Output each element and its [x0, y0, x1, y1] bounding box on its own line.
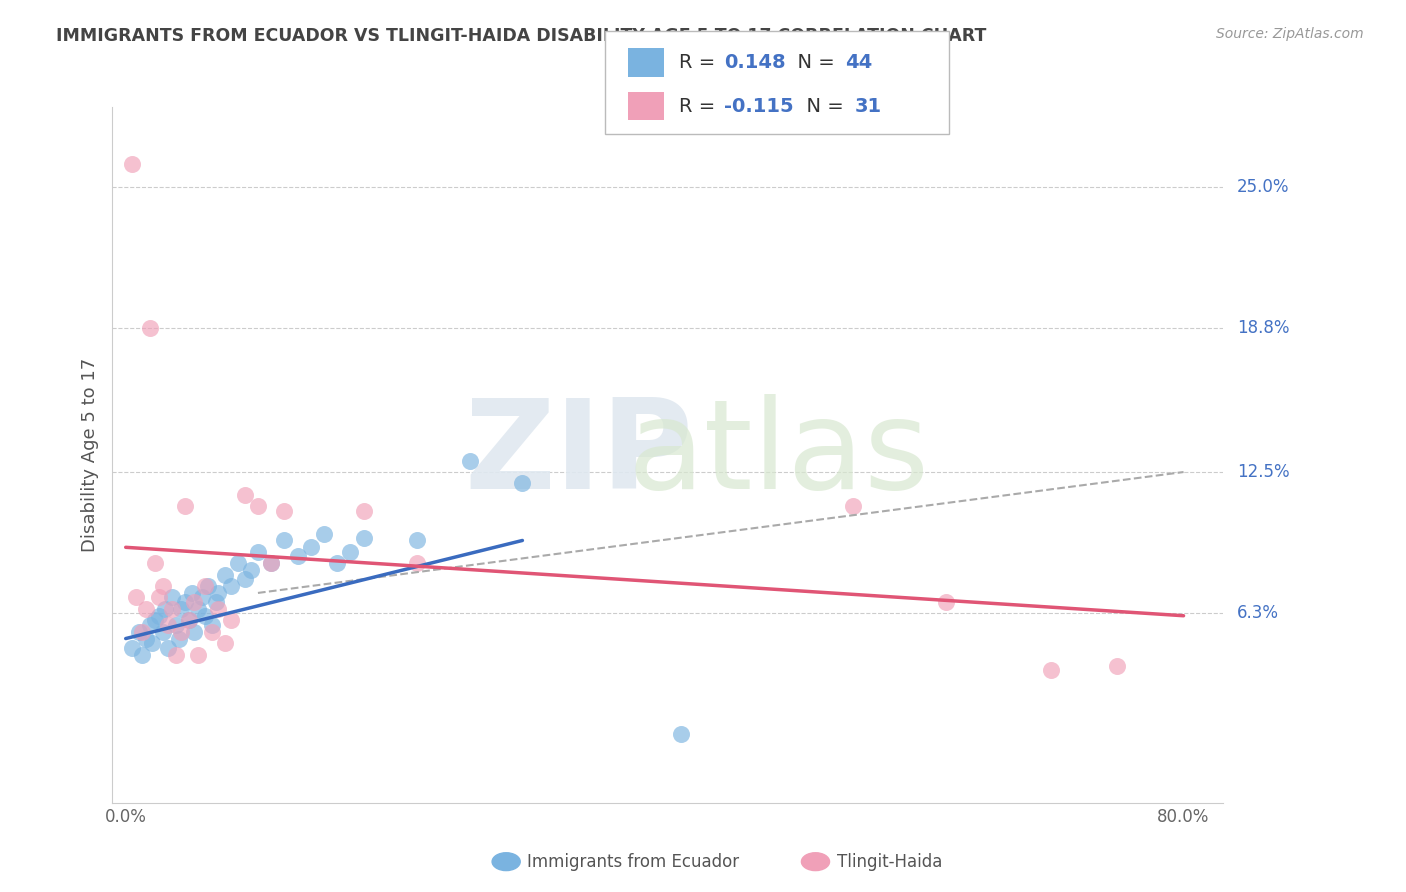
Y-axis label: Disability Age 5 to 17: Disability Age 5 to 17	[80, 358, 98, 552]
Point	[187, 648, 209, 662]
Text: Tlingit-Haida: Tlingit-Haida	[837, 853, 942, 871]
Point	[138, 618, 160, 632]
Text: N =: N =	[785, 53, 841, 72]
Text: -0.115: -0.115	[724, 96, 794, 116]
Text: IMMIGRANTS FROM ECUADOR VS TLINGIT-HAIDA DISABILITY AGE 5 TO 17 CORRELATION CHAR: IMMIGRANTS FROM ECUADOR VS TLINGIT-HAIDA…	[56, 27, 987, 45]
Text: Immigrants from Ecuador: Immigrants from Ecuador	[527, 853, 740, 871]
Point	[121, 157, 143, 171]
Text: 31: 31	[855, 96, 882, 116]
Point	[273, 504, 295, 518]
Point	[131, 648, 153, 662]
Point	[669, 727, 692, 741]
Point	[157, 640, 180, 655]
Point	[405, 533, 427, 548]
Text: 0.148: 0.148	[724, 53, 786, 72]
Point	[135, 632, 157, 646]
Text: 18.8%: 18.8%	[1237, 319, 1289, 337]
Point	[152, 624, 174, 639]
Point	[214, 567, 236, 582]
Point	[246, 500, 269, 514]
Point	[339, 545, 361, 559]
Point	[167, 632, 190, 646]
Point	[353, 531, 375, 545]
Point	[842, 500, 865, 514]
Point	[260, 556, 283, 570]
Point	[1040, 664, 1063, 678]
Text: ZIP: ZIP	[464, 394, 693, 516]
Text: 6.3%: 6.3%	[1237, 605, 1279, 623]
Point	[207, 602, 229, 616]
Point	[353, 504, 375, 518]
Point	[183, 624, 205, 639]
Text: R =: R =	[679, 53, 721, 72]
Text: N =: N =	[794, 96, 851, 116]
Point	[187, 602, 209, 616]
Point	[204, 595, 226, 609]
Point	[148, 608, 170, 623]
Point	[121, 640, 143, 655]
Point	[138, 321, 160, 335]
Point	[201, 624, 224, 639]
Point	[221, 613, 243, 627]
Point	[152, 579, 174, 593]
Point	[197, 579, 219, 593]
Point	[179, 613, 201, 627]
Point	[191, 591, 214, 605]
Point	[157, 618, 180, 632]
Point	[287, 549, 309, 564]
Point	[299, 541, 322, 555]
Point	[165, 648, 187, 662]
Point	[194, 579, 217, 593]
Point	[233, 572, 256, 586]
Point	[165, 618, 187, 632]
Point	[273, 533, 295, 548]
Point	[240, 563, 263, 577]
Point	[131, 624, 153, 639]
Point	[135, 602, 157, 616]
Point	[128, 624, 150, 639]
Point	[221, 579, 243, 593]
Point	[226, 556, 249, 570]
Point	[179, 613, 201, 627]
Text: 25.0%: 25.0%	[1237, 178, 1289, 196]
Text: 44: 44	[845, 53, 872, 72]
Point	[312, 526, 335, 541]
Point	[233, 488, 256, 502]
Point	[458, 453, 481, 467]
Text: Source: ZipAtlas.com: Source: ZipAtlas.com	[1216, 27, 1364, 41]
Point	[326, 556, 349, 570]
Point	[174, 595, 197, 609]
Point	[207, 586, 229, 600]
Point	[174, 500, 197, 514]
Text: 12.5%: 12.5%	[1237, 463, 1289, 481]
Point	[183, 595, 205, 609]
Point	[934, 595, 956, 609]
Point	[201, 618, 224, 632]
Point	[141, 636, 163, 650]
Point	[170, 602, 193, 616]
Point	[180, 586, 202, 600]
Point	[405, 556, 427, 570]
Point	[160, 602, 183, 616]
Point	[194, 608, 217, 623]
Point	[246, 545, 269, 559]
Text: atlas: atlas	[628, 394, 929, 516]
Point	[512, 476, 534, 491]
Point	[170, 624, 193, 639]
Point	[1107, 659, 1129, 673]
Point	[155, 602, 177, 616]
Text: R =: R =	[679, 96, 721, 116]
Point	[125, 591, 148, 605]
Point	[143, 556, 166, 570]
Point	[160, 591, 183, 605]
Point	[214, 636, 236, 650]
Point	[148, 591, 170, 605]
Point	[143, 613, 166, 627]
Point	[260, 556, 283, 570]
